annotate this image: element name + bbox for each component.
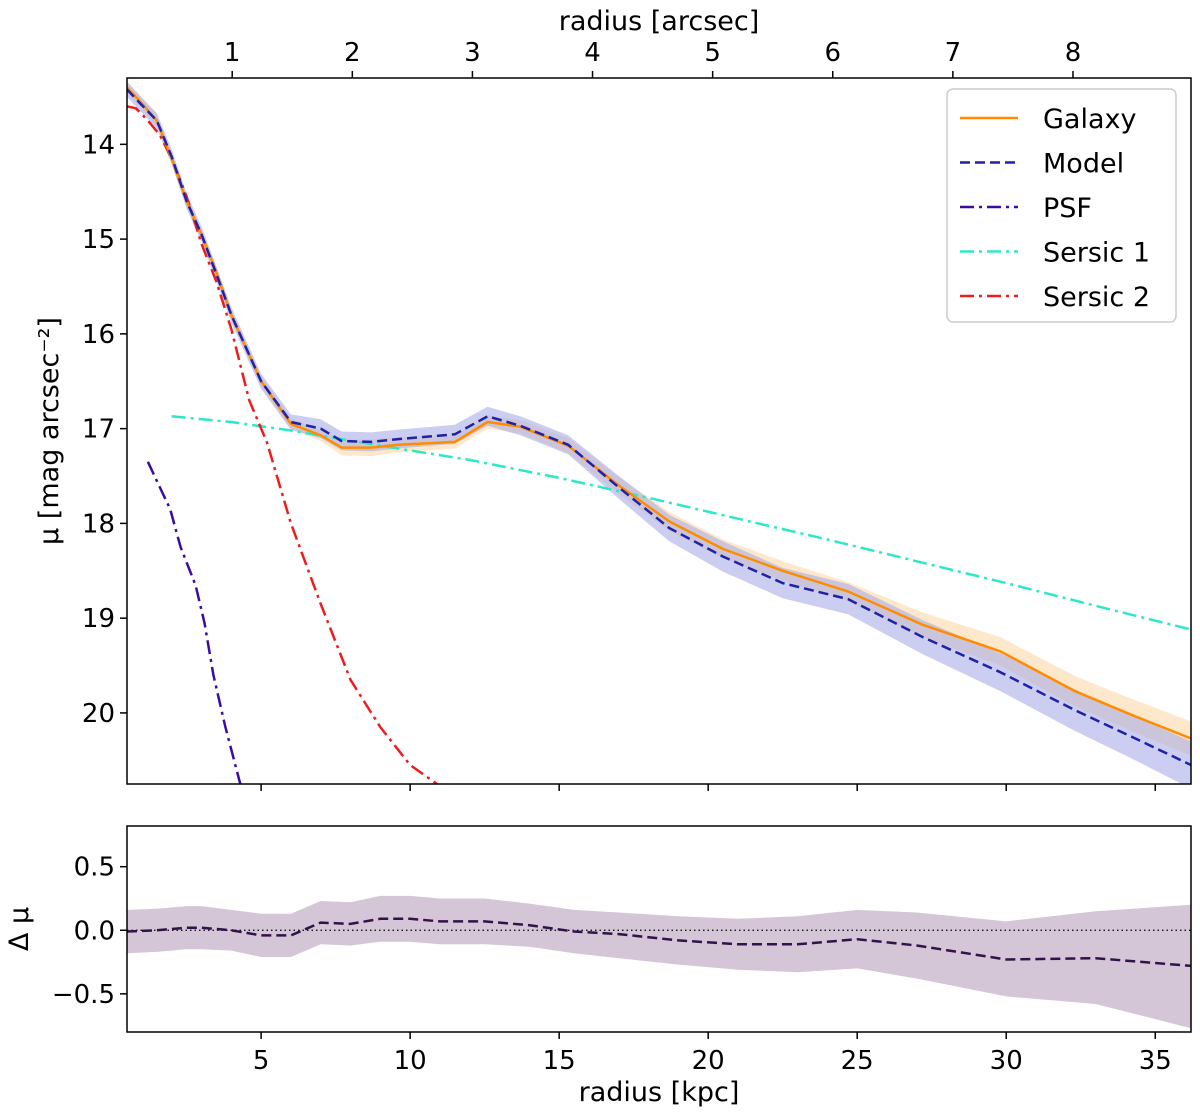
x-tick-label-30: 30 <box>990 1046 1023 1076</box>
y-tick-label-15: 15 <box>82 225 115 255</box>
legend: Galaxy Model PSF Sersic 1 Sersic 2 <box>946 88 1177 323</box>
top-x-axis-label: radius [arcsec] <box>559 6 760 37</box>
profile-plot-frame <box>126 77 1192 785</box>
arcsec-tick-label-6: 6 <box>824 38 841 68</box>
galaxy-uncertainty-band <box>127 81 1191 756</box>
y-tick-label-20: 20 <box>82 699 115 729</box>
residual-panel: 5 10 15 20 25 30 35 0.5 0.0 −0.5 radius [kpc] Δ … <box>4 825 1192 1108</box>
arcsec-tick-label-3: 3 <box>464 38 481 68</box>
x-tick-label-25: 25 <box>841 1046 874 1076</box>
x-tick-label-35: 35 <box>1139 1046 1172 1076</box>
x-tick-label-20: 20 <box>692 1046 725 1076</box>
bottom-x-axis-label: radius [kpc] <box>579 1077 740 1108</box>
arcsec-tick-label-8: 8 <box>1065 38 1082 68</box>
arcsec-tick-label-5: 5 <box>704 38 721 68</box>
legend-label-model: Model <box>1043 149 1124 180</box>
profile-y-axis-label: μ [mag arcsec⁻²] <box>34 317 65 545</box>
arcsec-tick-label-4: 4 <box>584 38 601 68</box>
y-tick-label-16: 16 <box>82 320 115 350</box>
residual-y-tick-label-1: 0.0 <box>74 916 115 946</box>
residual-y-tick-label-0: 0.5 <box>74 853 115 883</box>
sersic-2-series-line <box>127 105 438 784</box>
legend-label-sersic-2: Sersic 2 <box>1043 282 1150 313</box>
residual-uncertainty-band <box>127 895 1191 1029</box>
residual-plot-frame <box>126 825 1192 1033</box>
arcsec-tick-label-2: 2 <box>344 38 361 68</box>
residual-y-axis-label: Δ μ <box>4 907 35 951</box>
y-tick-label-19: 19 <box>82 604 115 634</box>
legend-label-sersic-1: Sersic 1 <box>1043 238 1150 269</box>
arcsec-tick-label-1: 1 <box>224 38 241 68</box>
sersic-1-series-line <box>171 415 1191 631</box>
arcsec-tick-label-7: 7 <box>945 38 962 68</box>
x-tick-label-15: 15 <box>543 1046 576 1076</box>
model-series-line <box>127 88 1191 767</box>
y-tick-label-17: 17 <box>82 415 115 445</box>
y-tick-label-18: 18 <box>82 509 115 539</box>
x-tick-label-10: 10 <box>394 1046 427 1076</box>
legend-label-psf: PSF <box>1043 193 1092 224</box>
legend-label-galaxy: Galaxy <box>1043 104 1136 135</box>
legend-box <box>946 88 1177 323</box>
y-tick-label-14: 14 <box>82 130 115 160</box>
x-tick-label-5: 5 <box>253 1046 270 1076</box>
residual-y-tick-label-2: −0.5 <box>52 980 115 1010</box>
psf-series-line <box>146 461 242 784</box>
residual-series-line <box>127 917 1191 968</box>
